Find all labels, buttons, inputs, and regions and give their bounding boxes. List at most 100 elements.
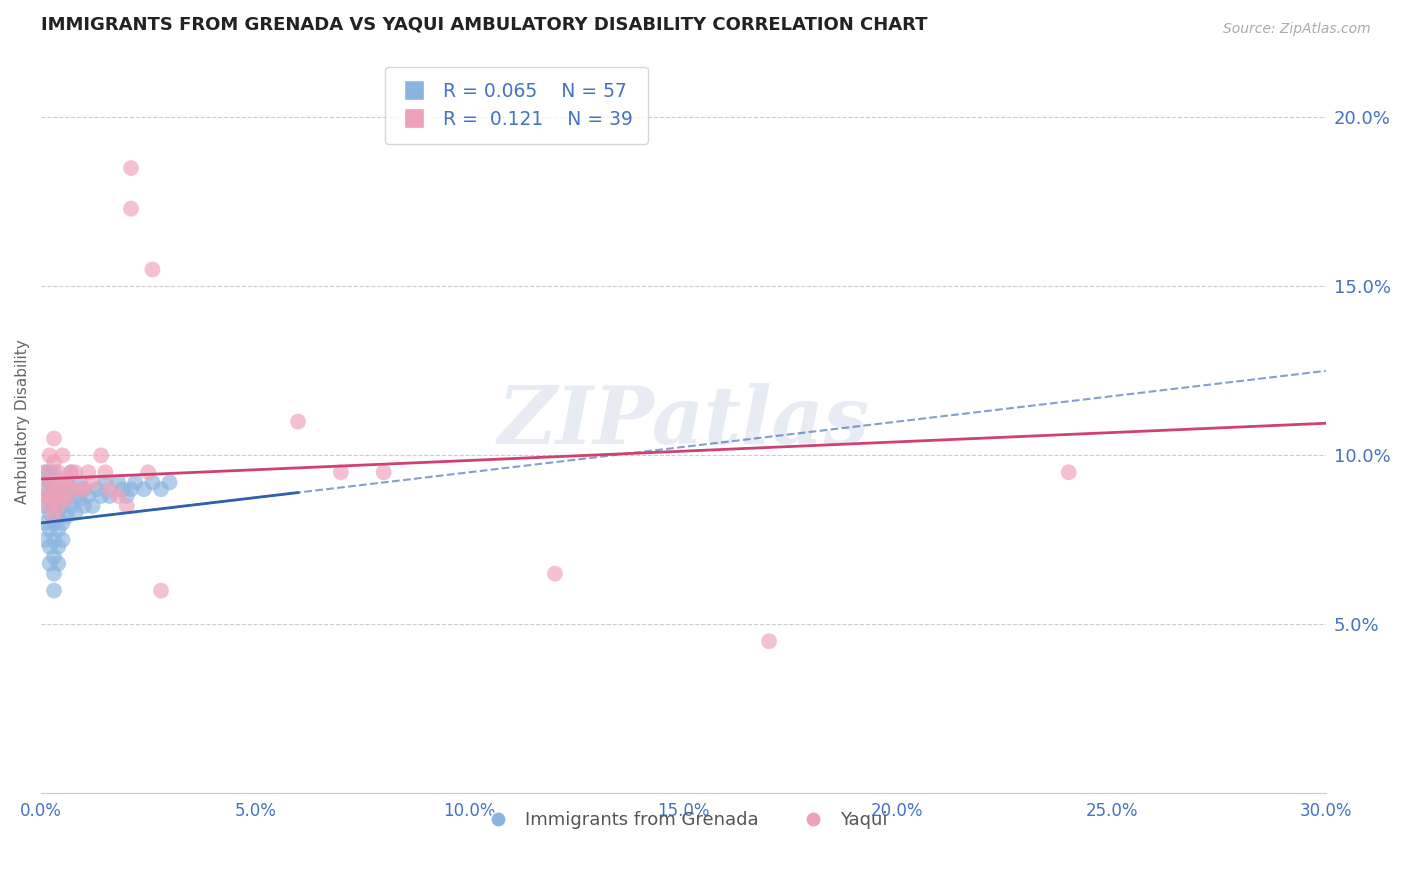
Point <box>38 489 60 503</box>
Point <box>46 482 69 496</box>
Point <box>82 499 104 513</box>
Point <box>42 465 65 479</box>
Point <box>94 465 117 479</box>
Point <box>60 465 83 479</box>
Point <box>46 557 69 571</box>
Point <box>51 482 73 496</box>
Point <box>56 475 79 490</box>
Point <box>51 489 73 503</box>
Point <box>42 533 65 547</box>
Point <box>60 482 83 496</box>
Point <box>373 465 395 479</box>
Point <box>38 475 60 490</box>
Point <box>69 492 91 507</box>
Point <box>94 475 117 490</box>
Point <box>46 540 69 554</box>
Point <box>46 489 69 503</box>
Point <box>73 499 96 513</box>
Point <box>98 482 121 496</box>
Point <box>107 475 129 490</box>
Point <box>60 482 83 496</box>
Point <box>46 523 69 537</box>
Point <box>120 161 142 175</box>
Point <box>34 516 56 530</box>
Point <box>82 475 104 490</box>
Point <box>38 492 60 507</box>
Point <box>42 509 65 524</box>
Point <box>42 583 65 598</box>
Point <box>86 482 108 496</box>
Point <box>51 449 73 463</box>
Point <box>34 465 56 479</box>
Point <box>1057 465 1080 479</box>
Point <box>34 489 56 503</box>
Point <box>34 499 56 513</box>
Point <box>107 489 129 503</box>
Point <box>51 516 73 530</box>
Point <box>90 449 112 463</box>
Point <box>56 509 79 524</box>
Point <box>56 492 79 507</box>
Point <box>34 533 56 547</box>
Point <box>42 475 65 490</box>
Point <box>51 533 73 547</box>
Point <box>65 465 87 479</box>
Point <box>42 482 65 496</box>
Point <box>115 499 138 513</box>
Point <box>38 499 60 513</box>
Point <box>38 475 60 490</box>
Point <box>73 482 96 496</box>
Point <box>73 482 96 496</box>
Point <box>111 482 134 496</box>
Point <box>758 634 780 648</box>
Point <box>136 465 159 479</box>
Point <box>38 557 60 571</box>
Text: IMMIGRANTS FROM GRENADA VS YAQUI AMBULATORY DISABILITY CORRELATION CHART: IMMIGRANTS FROM GRENADA VS YAQUI AMBULAT… <box>41 15 928 33</box>
Point <box>42 516 65 530</box>
Point <box>150 482 173 496</box>
Point <box>38 465 60 479</box>
Point <box>65 489 87 503</box>
Point <box>77 465 100 479</box>
Point <box>60 465 83 479</box>
Point <box>141 262 163 277</box>
Point <box>56 475 79 490</box>
Point <box>159 475 181 490</box>
Point <box>287 415 309 429</box>
Point <box>65 506 87 520</box>
Point <box>150 583 173 598</box>
Point <box>42 455 65 469</box>
Point <box>38 523 60 537</box>
Point <box>42 492 65 507</box>
Point <box>38 489 60 503</box>
Point <box>34 465 56 479</box>
Point <box>46 465 69 479</box>
Point <box>90 489 112 503</box>
Y-axis label: Ambulatory Disability: Ambulatory Disability <box>15 339 30 504</box>
Point <box>38 540 60 554</box>
Point <box>329 465 352 479</box>
Point <box>46 499 69 513</box>
Point <box>115 489 138 503</box>
Point <box>98 489 121 503</box>
Point <box>544 566 567 581</box>
Legend: Immigrants from Grenada, Yaqui: Immigrants from Grenada, Yaqui <box>472 804 894 837</box>
Point <box>42 499 65 513</box>
Point <box>38 506 60 520</box>
Point <box>42 432 65 446</box>
Text: ZIPatlas: ZIPatlas <box>498 383 869 460</box>
Point <box>132 482 155 496</box>
Point <box>46 506 69 520</box>
Point <box>60 499 83 513</box>
Point <box>42 549 65 564</box>
Point <box>124 475 146 490</box>
Point <box>77 489 100 503</box>
Point <box>42 566 65 581</box>
Point <box>69 475 91 490</box>
Point <box>69 482 91 496</box>
Point <box>120 202 142 216</box>
Point <box>51 472 73 486</box>
Point <box>34 482 56 496</box>
Point <box>38 449 60 463</box>
Point <box>56 492 79 507</box>
